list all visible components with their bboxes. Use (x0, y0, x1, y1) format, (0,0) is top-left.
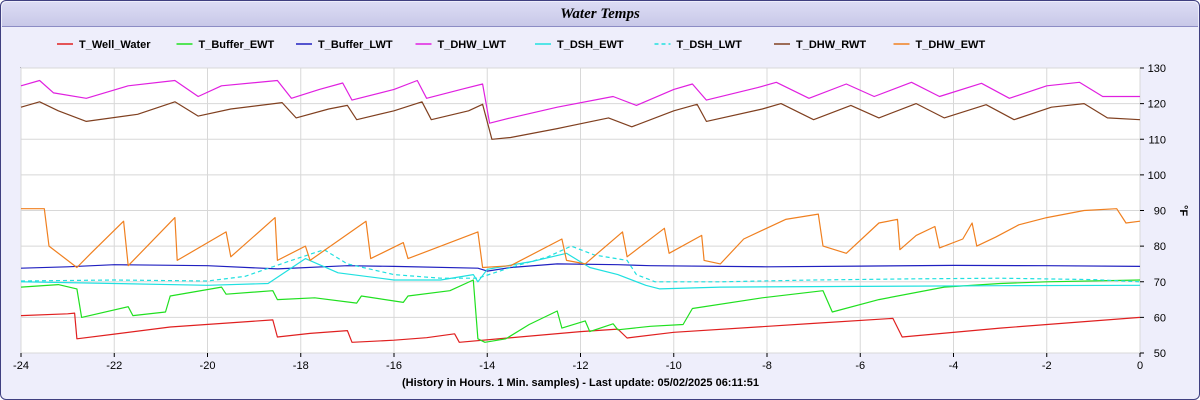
y-tick-label: 120 (1148, 99, 1166, 111)
y-tick-label: 130 (1148, 63, 1166, 75)
x-tick-label: 0 (1137, 360, 1143, 372)
x-tick-label: -6 (855, 360, 865, 372)
series-line-t-dsh-ewt (20, 252, 1141, 290)
y-tick-label: 70 (1154, 277, 1166, 289)
legend-label: T_Well_Water (79, 39, 151, 51)
series-line-t-dhw-rwt (20, 101, 1141, 140)
legend: T_Well_Water T_Buffer_EWT T_Buffer_LWT T_DH… (57, 39, 985, 51)
legend-label: T_Buffer_LWT (318, 39, 393, 51)
x-tick-label: -18 (293, 360, 309, 372)
legend-label: T_DHW_EWT (916, 39, 986, 51)
series-line-t-well-water (20, 312, 1141, 343)
legend-label: T_DSH_LWT (677, 39, 743, 51)
series-line-t-dhw-ewt (21, 208, 1141, 269)
series-line-t-dsh-lwt (20, 245, 1141, 283)
series-group (20, 79, 1141, 343)
y-tick-label: 100 (1148, 170, 1166, 182)
x-tick-label: -12 (573, 360, 589, 372)
y-tick-label: 50 (1154, 348, 1166, 360)
footer-text: (History in Hours. 1 Min. samples) - Las… (402, 377, 759, 389)
y-tick-label: 80 (1154, 241, 1166, 253)
axes: -24 -22 -20 -18 -16 -14 -12 -10 -8 -6 -4 -2 05060708… (13, 63, 1166, 372)
grid (20, 67, 1141, 354)
series-line-t-buffer-ewt (20, 279, 1141, 343)
y-tick-label: 110 (1148, 134, 1166, 146)
x-tick-label: -16 (386, 360, 402, 372)
y-tick-label: 60 (1154, 312, 1166, 324)
legend-label: T_DHW_RWT (796, 39, 866, 51)
series-line-t-buffer-lwt (20, 263, 1141, 272)
x-tick-label: -24 (13, 360, 29, 372)
x-tick-label: -14 (479, 360, 495, 372)
y-tick-label: 90 (1154, 206, 1166, 218)
series-line-t-dhw-lwt (20, 79, 1140, 124)
title-bar: Water Temps (2, 2, 1198, 27)
y-axis-label: °F (1177, 205, 1189, 216)
legend-label: T_DHW_LWT (438, 39, 507, 51)
x-tick-label: -22 (106, 360, 122, 372)
x-tick-label: -20 (200, 360, 216, 372)
x-tick-label: -4 (949, 360, 959, 372)
x-tick-label: -10 (666, 360, 682, 372)
x-tick-label: -8 (762, 360, 772, 372)
legend-label: T_DSH_EWT (557, 39, 624, 51)
chart-title: Water Temps (560, 6, 640, 22)
x-tick-label: -2 (1042, 360, 1052, 372)
legend-label: T_Buffer_EWT (199, 39, 275, 51)
